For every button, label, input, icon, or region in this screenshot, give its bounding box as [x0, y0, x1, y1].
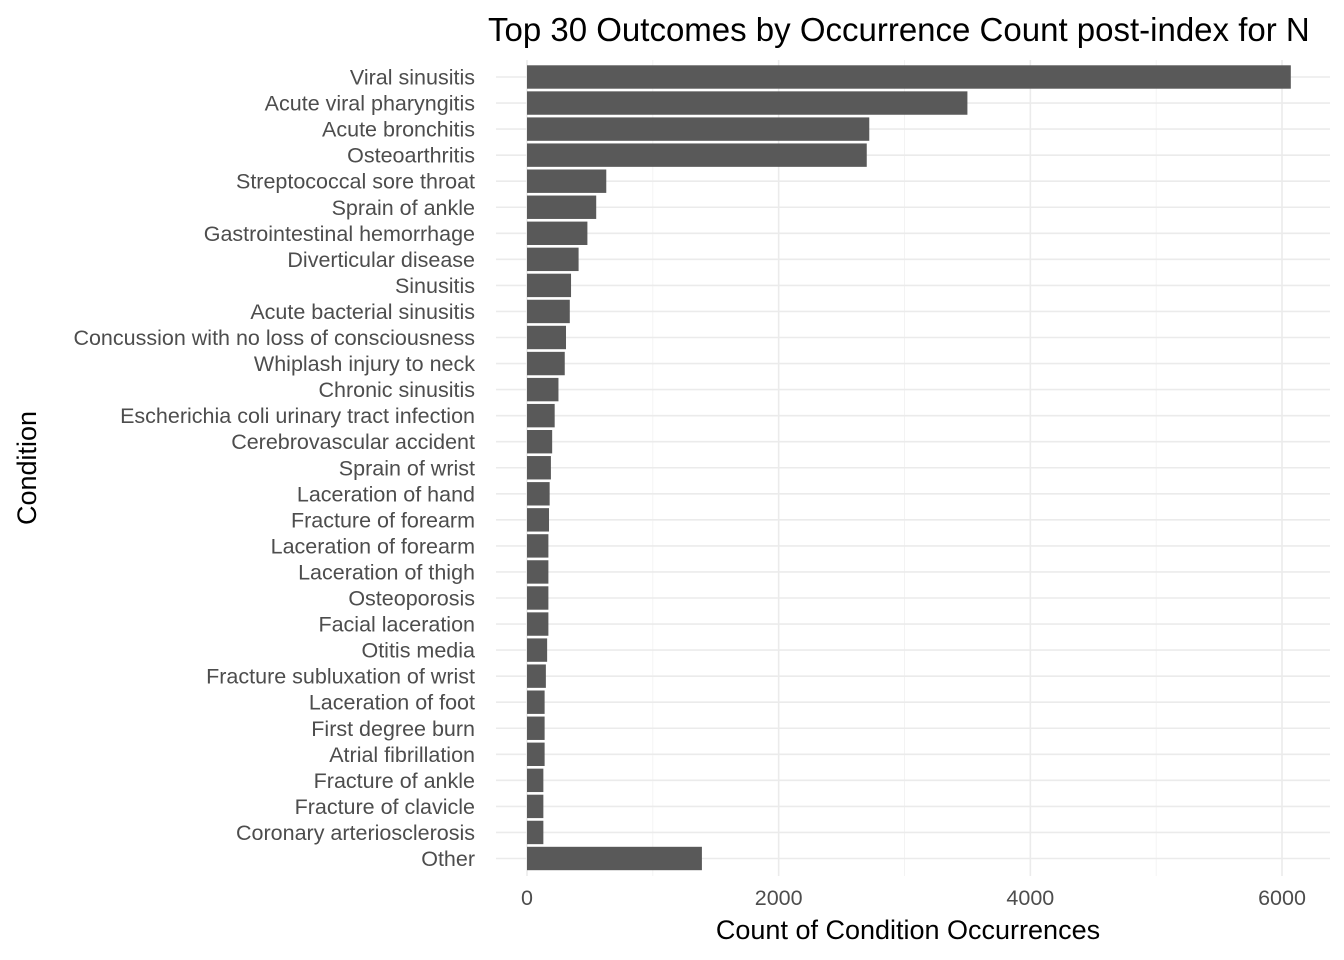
bar — [527, 586, 549, 610]
bar — [527, 65, 1291, 89]
category-label: Otitis media — [361, 639, 475, 663]
bar — [527, 351, 565, 376]
bar — [527, 612, 549, 636]
bar — [527, 690, 545, 714]
bar — [527, 247, 579, 272]
bar — [527, 482, 550, 506]
category-label: Sprain of wrist — [339, 456, 475, 480]
bar — [527, 664, 546, 688]
category-label: Whiplash injury to neck — [254, 352, 475, 376]
bar — [527, 273, 572, 298]
x-tick-labels: 0 2000 4000 6000 — [521, 886, 1306, 910]
y-axis-title: Condition — [12, 411, 42, 525]
chart-title: Top 30 Outcomes by Occurrence Count post… — [488, 11, 1310, 48]
bar — [527, 91, 968, 115]
category-label: Acute bronchitis — [322, 118, 475, 142]
category-label: Gastrointestinal hemorrhage — [204, 222, 475, 246]
bar — [527, 430, 553, 454]
category-label: Diverticular disease — [287, 248, 475, 272]
bar — [527, 299, 570, 324]
bar — [527, 794, 544, 819]
category-label: Other — [421, 847, 475, 871]
x-tick-label: 4000 — [1006, 886, 1054, 910]
bar — [527, 456, 551, 480]
bar — [527, 716, 545, 740]
category-label: Escherichia coli urinary tract infection — [120, 404, 475, 428]
category-label: Fracture of clavicle — [295, 795, 475, 819]
category-label: Facial laceration — [318, 613, 475, 637]
bar — [527, 403, 555, 428]
bar — [527, 638, 548, 662]
bar — [527, 742, 545, 766]
bar — [527, 221, 588, 245]
bar — [527, 117, 870, 141]
category-label: Coronary arteriosclerosis — [236, 821, 475, 845]
category-label: Laceration of thigh — [298, 560, 475, 584]
category-label: Acute viral pharyngitis — [265, 92, 475, 116]
category-label: Atrial fibrillation — [329, 743, 475, 767]
category-label: Streptococcal sore throat — [236, 170, 475, 194]
category-label: Concussion with no loss of consciousness — [73, 326, 475, 350]
bar — [527, 534, 549, 558]
category-label: Sprain of ankle — [332, 196, 475, 220]
category-label: Fracture of forearm — [291, 508, 475, 532]
grid-lines — [496, 60, 1330, 876]
bar — [527, 820, 544, 845]
bar — [527, 325, 567, 350]
category-label: Laceration of hand — [297, 482, 475, 506]
bar — [527, 143, 867, 167]
category-label: Sinusitis — [395, 274, 475, 298]
x-tick-label: 0 — [521, 886, 533, 910]
bar — [527, 508, 550, 532]
category-label: Laceration of forearm — [271, 534, 475, 558]
category-label: Viral sinusitis — [350, 66, 475, 90]
bar — [527, 377, 559, 402]
category-label: Laceration of foot — [309, 691, 475, 715]
bar — [527, 195, 597, 219]
bar — [527, 768, 544, 793]
category-label: First degree burn — [311, 717, 475, 741]
x-tick-label: 6000 — [1258, 886, 1306, 910]
category-label: Fracture of ankle — [314, 769, 475, 793]
category-label: Acute bacterial sinusitis — [250, 300, 475, 324]
category-label: Osteoporosis — [348, 587, 475, 611]
bars — [527, 65, 1291, 871]
category-label: Osteoarthritis — [347, 144, 475, 168]
x-tick-label: 2000 — [755, 886, 803, 910]
category-label: Cerebrovascular accident — [231, 430, 475, 454]
category-label: Fracture subluxation of wrist — [206, 665, 475, 689]
bar — [527, 169, 607, 193]
bar — [527, 846, 702, 871]
category-label: Chronic sinusitis — [318, 378, 475, 402]
x-axis-title: Count of Condition Occurrences — [716, 915, 1100, 945]
bar — [527, 560, 549, 584]
